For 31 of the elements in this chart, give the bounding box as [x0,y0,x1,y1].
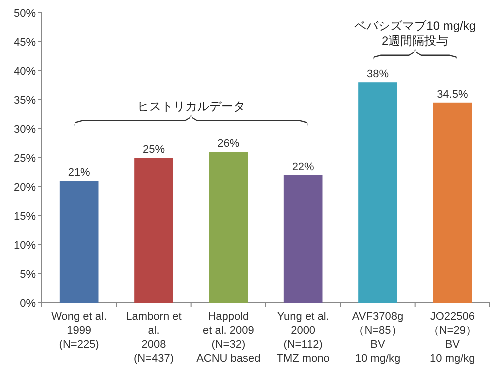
y-tick-label: 15% [14,211,36,223]
data-label: 25% [142,144,166,156]
x-tick-label: Lamborn et al. 2008 (N=437) [126,311,182,365]
bar [358,82,398,303]
data-label: 26% [218,138,240,150]
y-tick-label: 0% [20,298,36,310]
y-tick-label: 45% [14,37,36,49]
y-tick-label: 40% [14,66,36,78]
data-label: 22% [292,161,315,174]
bar [284,175,323,303]
annotation: ベバシズマブ10 mg/kg 2週間隔投与 [354,18,476,48]
bar [134,158,174,303]
x-tick-label: Wong et al. 1999 (N=225) [52,311,108,351]
bar [209,152,248,303]
x-tick-label: Yung et al. 2000 (N=112) TMZ mono [276,311,330,365]
bar [433,102,472,303]
y-tick-label: 35% [14,95,36,107]
x-tick-label: Happold et al. 2009 (N=32) ACNU based [196,311,261,365]
x-tick-label: AVF3708g （N=85） BV 10 mg/kg [352,311,404,365]
y-tick-label: 25% [14,153,36,165]
x-tick-label: JO22506 （N=29） BV 10 mg/kg [428,311,477,365]
y-tick-label: 20% [14,182,36,194]
data-label: 21% [68,167,91,180]
bar [60,181,99,303]
y-tick-label: 50% [14,8,36,20]
data-label: 38% [366,68,390,81]
y-tick-label: 5% [20,269,36,281]
annotation: ヒストリカルデータ [137,99,246,114]
y-tick-label: 30% [14,124,36,136]
data-label: 34.5% [437,88,468,101]
y-tick-label: 10% [14,240,36,252]
